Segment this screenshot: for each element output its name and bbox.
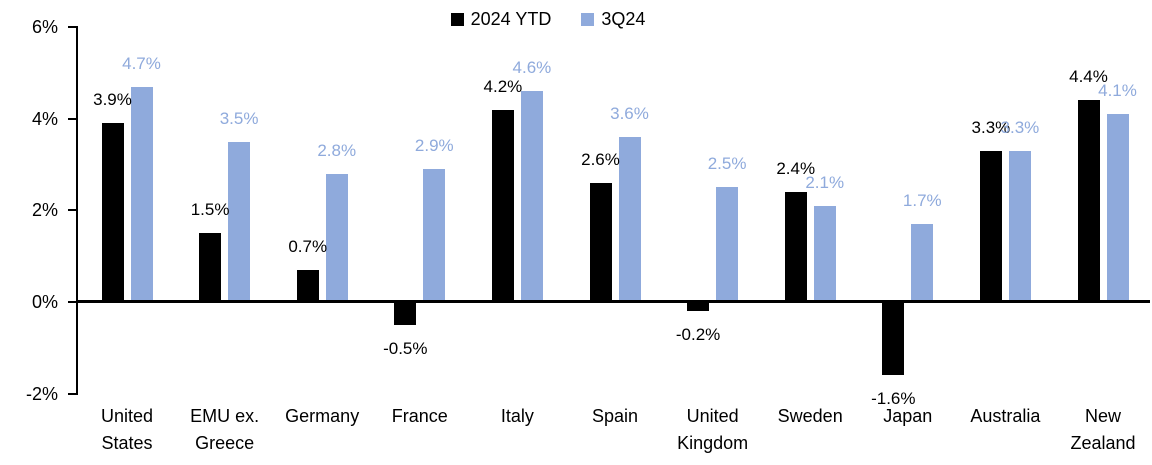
- category-label: Sweden: [762, 403, 858, 430]
- x-axis-line: [76, 300, 1150, 303]
- category-label-line: Italy: [500, 406, 534, 426]
- y-axis-tick-mark-icon: [68, 301, 76, 303]
- y-axis-tick-mark-icon: [68, 26, 76, 28]
- bar-2024-ytd: [979, 150, 1002, 302]
- category-label-line: Zealand: [1070, 433, 1136, 453]
- category-label-line: New: [1084, 406, 1121, 426]
- y-axis-tick-mark-icon: [68, 117, 76, 120]
- bar-2024-ytd: [589, 182, 612, 302]
- category-label-line: Sweden: [777, 406, 843, 426]
- category-label-line: United: [100, 406, 154, 426]
- y-axis-tick-label: 4%: [31, 108, 58, 129]
- bar-3q24: [911, 224, 934, 302]
- bar-2024-ytd: [687, 302, 710, 312]
- legend-swatch-2024-ytd-icon: [450, 13, 464, 26]
- bar-value-label: 1.7%: [902, 191, 942, 211]
- bar-value-label: 0.7%: [288, 236, 328, 256]
- bar-value-label: 4.6%: [512, 58, 552, 78]
- category-label: EMU ex. Greece: [177, 403, 273, 457]
- bar-value-label: 3.6%: [610, 104, 649, 123]
- category-label-line: Australia: [970, 406, 1041, 426]
- legend-label-2024-ytd: 2024 YTD: [470, 9, 552, 29]
- bar-2024-ytd: [101, 123, 124, 302]
- bar-value-label: 2.4%: [776, 159, 816, 178]
- bar-value-label: 3.3%: [1000, 117, 1040, 137]
- bar-value-label: 2.8%: [317, 140, 357, 160]
- category-label: Spain: [567, 403, 663, 430]
- category-label-line: Greece: [195, 433, 255, 453]
- category-label-line: States: [101, 433, 153, 453]
- bar-value-label: -0.2%: [675, 325, 721, 345]
- bar-3q24: [423, 169, 446, 302]
- bar-value-label: 3.3%: [971, 117, 1011, 137]
- bar-3q24: [1008, 150, 1031, 302]
- category-label-line: Kingdom: [677, 433, 749, 453]
- bar-2024-ytd: [882, 302, 905, 376]
- legend-label-3q24: 3Q24: [601, 9, 646, 29]
- category-label: Japan: [860, 403, 956, 430]
- bar-value-label: 4.7%: [122, 53, 161, 73]
- bar-value-label: 2.5%: [707, 154, 747, 174]
- bar-value-label: 3.9%: [93, 90, 132, 110]
- category-label: United States: [79, 403, 175, 457]
- bar-value-label: 4.4%: [1069, 67, 1108, 87]
- category-label-line: Japan: [883, 406, 933, 426]
- bar-2024-ytd: [491, 109, 514, 302]
- bar-3q24: [813, 205, 836, 302]
- category-label: Germany: [274, 403, 370, 430]
- y-axis-tick-label: 0%: [31, 292, 58, 312]
- category-label: New Zealand: [1055, 403, 1151, 457]
- y-axis-tick-label: 6%: [31, 17, 58, 37]
- category-label-line: Germany: [285, 406, 360, 426]
- legend-item-2024-ytd: 2024 YTD: [450, 9, 552, 30]
- bar-3q24: [1106, 114, 1129, 302]
- bar-3q24: [130, 86, 153, 302]
- bar-value-label: 2.1%: [805, 172, 845, 192]
- bar-value-label: 1.5%: [190, 200, 230, 220]
- bar-2024-ytd: [784, 192, 807, 302]
- y-axis-tick-label: -2%: [25, 383, 58, 404]
- category-label-line: Spain: [591, 406, 639, 426]
- bar-3q24: [618, 137, 641, 302]
- bar-value-label: -1.6%: [871, 389, 916, 409]
- bar-value-label: -0.5%: [383, 338, 428, 358]
- bar-2024-ytd: [394, 302, 417, 325]
- category-label: Australia: [957, 403, 1053, 430]
- bar-3q24: [325, 173, 348, 302]
- legend: 2024 YTD 3Q24: [0, 9, 1096, 30]
- bar-value-label: 2.6%: [581, 149, 620, 169]
- legend-swatch-3q24-icon: [581, 13, 595, 26]
- bar-3q24: [228, 141, 251, 302]
- category-label-line: EMU ex.: [190, 406, 260, 426]
- category-label-line: United: [686, 406, 739, 426]
- category-label: United Kingdom: [665, 403, 761, 457]
- y-axis-tick-label: 2%: [31, 200, 58, 221]
- bar-value-label: 4.2%: [483, 76, 523, 96]
- y-axis-line: [76, 26, 78, 395]
- bar-2024-ytd: [199, 233, 222, 302]
- bar-2024-ytd: [296, 269, 319, 302]
- bar-value-label: 4.1%: [1098, 81, 1137, 101]
- bar-3q24: [716, 187, 739, 302]
- bar-3q24: [520, 91, 543, 302]
- category-label: France: [372, 403, 468, 430]
- category-label-line: France: [391, 406, 448, 426]
- bar-2024-ytd: [1077, 100, 1100, 302]
- bar-value-label: 3.5%: [219, 108, 259, 128]
- category-label: Italy: [469, 403, 565, 430]
- legend-item-3q24: 3Q24: [581, 9, 645, 30]
- bar-value-label: 2.9%: [414, 136, 454, 156]
- y-axis-tick-mark-icon: [68, 209, 76, 212]
- y-axis-tick-mark-icon: [68, 392, 76, 395]
